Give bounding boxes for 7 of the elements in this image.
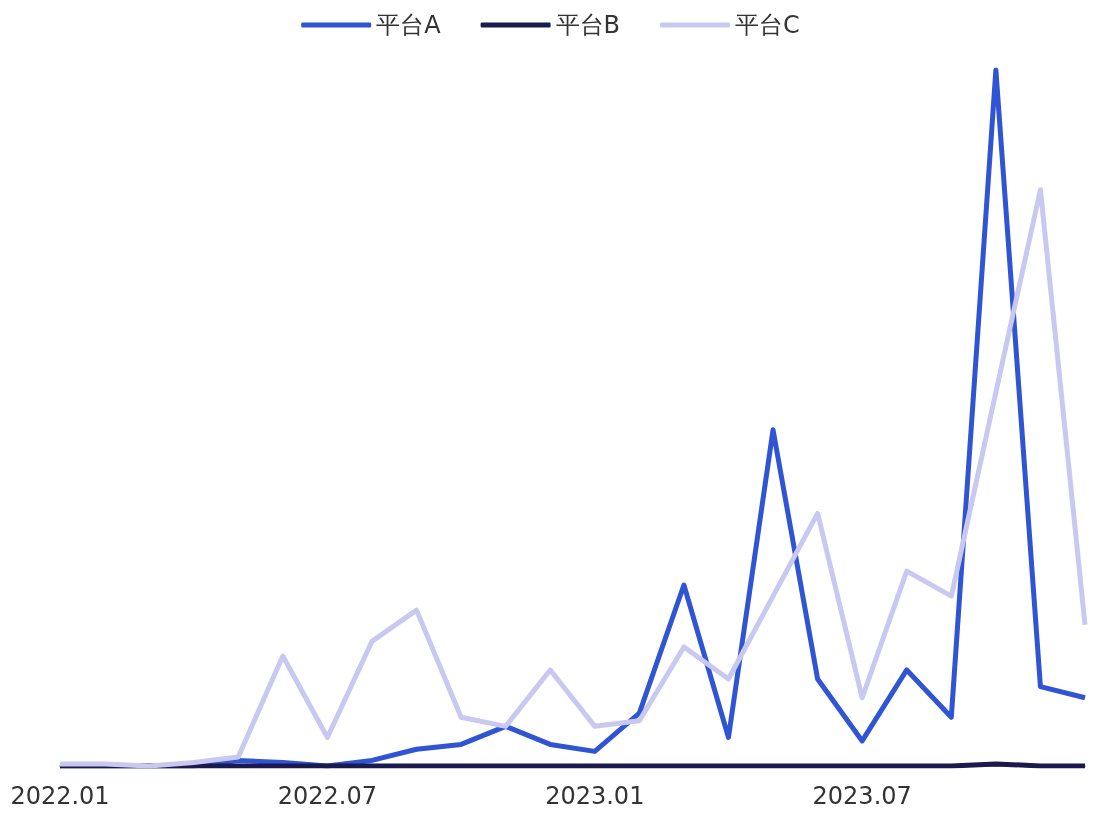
legend-label: 平台B [555, 11, 621, 39]
x-tick-label: 2022.01 [10, 782, 110, 810]
legend-label: 平台A [376, 11, 442, 39]
x-tick-label: 2023.01 [545, 782, 645, 810]
x-tick-label: 2023.07 [812, 782, 912, 810]
x-tick-label: 2022.07 [277, 782, 378, 810]
legend-label: 平台C [735, 11, 800, 39]
